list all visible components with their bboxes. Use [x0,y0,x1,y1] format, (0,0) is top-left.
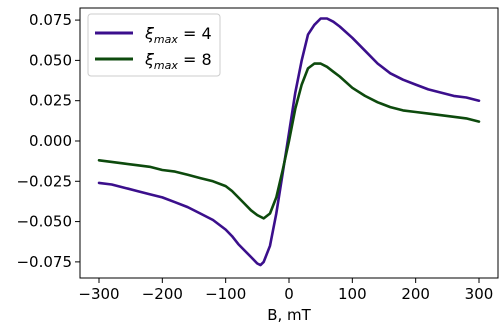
x-axis: −300 −200 −100 0 100 200 300 [78,278,493,303]
y-tick-label: 0.025 [29,92,72,110]
y-tick-label: −0.050 [16,213,72,231]
y-tick-label: 0.075 [29,11,72,29]
x-tick-label: −200 [142,285,183,303]
x-tick-label: 0 [284,285,294,303]
x-tick-label: 200 [401,285,430,303]
legend-symbol: ξ [144,24,155,43]
x-axis-label: B, mT [267,306,311,324]
y-tick-label: 0.000 [29,132,72,150]
x-tick-label: −300 [78,285,119,303]
y-tick-label: −0.025 [16,172,72,190]
legend-subscript: max [154,33,178,46]
y-axis: −0.075 −0.050 −0.025 0.000 0.025 0.050 0.075 [16,11,80,271]
legend-label-2: ξmax = 8 [144,50,212,72]
x-tick-label: −100 [205,285,246,303]
legend-symbol: ξ [144,50,155,69]
y-tick-label: −0.075 [16,253,72,271]
x-tick-label: 100 [338,285,367,303]
legend-value: = 8 [178,50,212,69]
legend-label-1: ξmax = 4 [144,24,212,46]
series-lines [97,17,481,267]
legend-value: = 4 [178,24,212,43]
y-tick-label: 0.050 [29,51,72,69]
legend-subscript: max [154,59,178,72]
x-tick-label: 300 [465,285,494,303]
series-line-2 [97,62,481,220]
